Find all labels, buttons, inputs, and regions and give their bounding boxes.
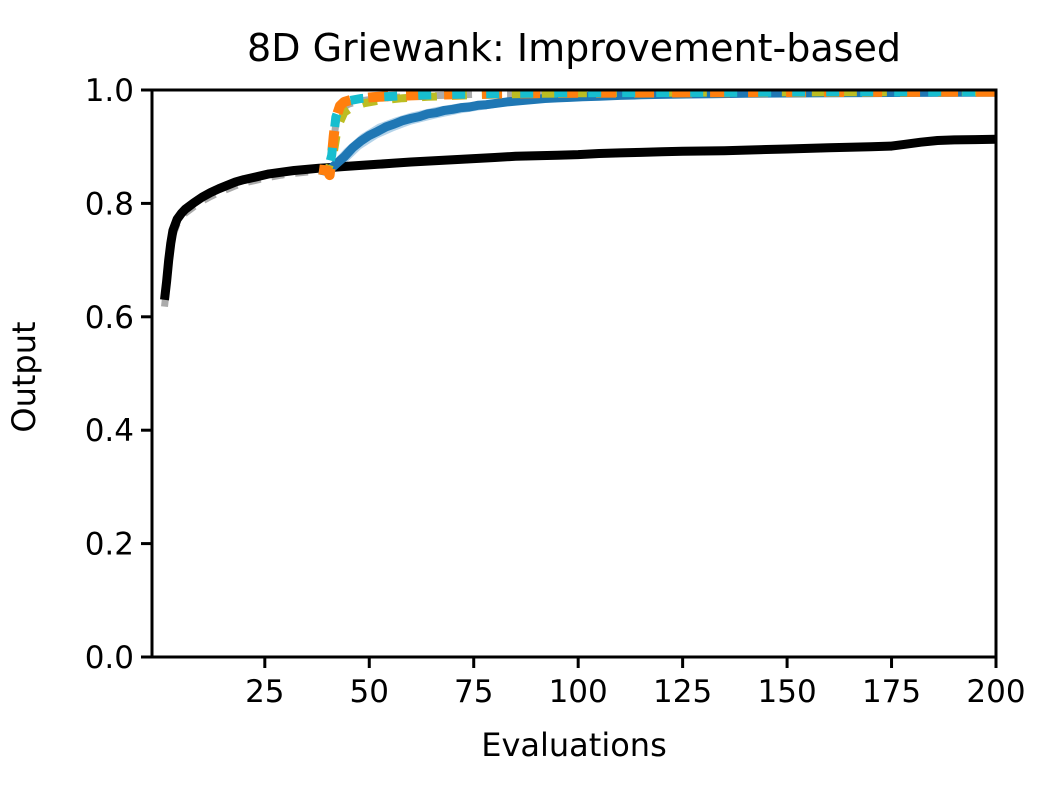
series-cyan-dashed [318,90,996,177]
x-tick-label: 125 [653,674,712,710]
y-tick-label: 0.0 [85,640,134,676]
x-tick-label: 75 [454,674,493,710]
x-tick-label: 150 [758,674,817,710]
x-tick-label: 25 [245,674,284,710]
y-tick-label: 0.8 [85,186,134,222]
series-black-solid [160,134,996,301]
y-tick-label: 0.2 [85,527,134,563]
x-tick-label: 50 [350,674,389,710]
x-tick-label: 175 [862,674,921,710]
y-tick-label: 0.4 [85,413,134,449]
series-gray-dashed [161,90,996,308]
series-orange-dashed [318,90,996,181]
x-axis-label: Evaluations [481,726,667,764]
x-tick-label: 200 [966,674,1025,710]
x-tick-label: 100 [549,674,608,710]
y-tick-label: 1.0 [85,73,134,109]
y-tick-label: 0.6 [85,300,134,336]
chart-title: 8D Griewank: Improvement-based [247,26,901,70]
axes-spines [150,88,998,659]
